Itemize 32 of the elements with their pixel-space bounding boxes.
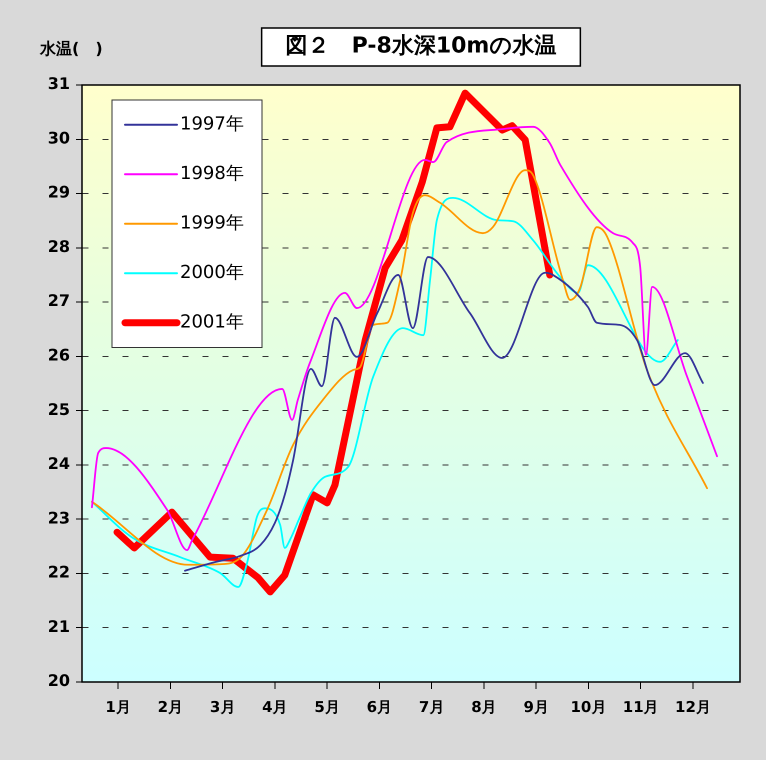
x-tick-label: 5月 [314,698,340,716]
y-tick-label: 29 [48,182,70,202]
y-tick-label: 21 [48,616,70,636]
x-tick-label: 10月 [570,698,606,716]
x-tick-label: 6月 [366,698,392,716]
x-tick-label: 1月 [105,698,131,716]
legend-label: 2001年 [180,311,244,332]
y-tick-label: 22 [48,562,70,582]
x-tick-label: 11月 [622,698,659,716]
x-tick-label: 12月 [675,698,711,716]
y-tick-label: 20 [48,671,70,690]
x-tick-label: 3月 [210,698,236,716]
legend-label: 1998年 [180,162,244,184]
x-tick-label: 8月 [471,698,497,716]
x-tick-label: 7月 [418,698,444,716]
y-tick-label: 25 [48,400,70,419]
y-tick-label: 27 [48,291,70,310]
x-tick-label: 4月 [262,698,288,716]
chart-title: 図２ P-8水深10mの水温 [286,34,556,59]
x-tick-label: 9月 [523,698,549,716]
line-series [91,196,679,588]
y-tick-label: 30 [48,128,70,148]
y-tick-label: 24 [48,454,70,474]
y-tick-label: 23 [48,508,70,528]
x-tick-label: 2月 [158,698,184,716]
y-tick-label: 31 [48,74,70,94]
legend-label: 2000年 [180,262,244,283]
y-tick-label: 26 [48,346,70,365]
y-tick-label: 28 [48,236,70,256]
legend-label: 1997年 [180,113,244,134]
legend-label: 1999年 [180,212,244,234]
y-axis-title: 水温( ) [39,39,103,58]
